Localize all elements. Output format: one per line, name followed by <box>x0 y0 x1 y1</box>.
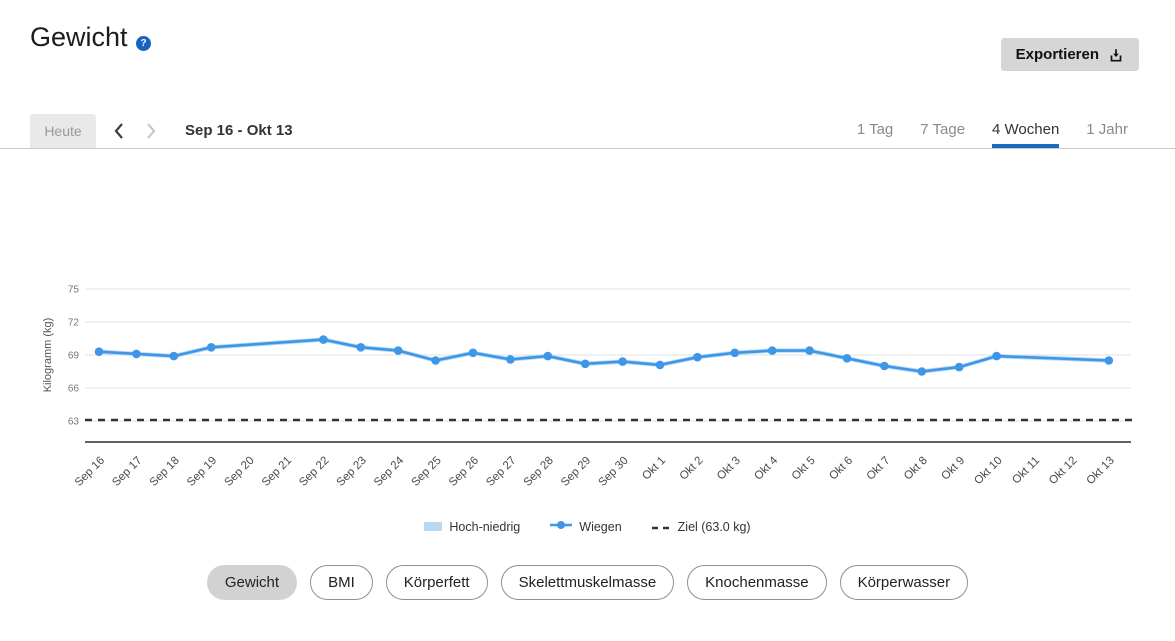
data-point[interactable] <box>954 362 964 372</box>
data-point[interactable] <box>917 367 927 376</box>
x-tick-label: Sep 19 <box>185 455 219 489</box>
x-tick-label: Sep 26 <box>447 455 481 489</box>
tab-1-jahr[interactable]: 1 Jahr <box>1086 113 1128 148</box>
pill-knochenmasse[interactable]: Knochenmasse <box>687 565 827 600</box>
x-tick-label: Okt 5 <box>790 455 818 483</box>
data-point[interactable] <box>767 346 777 355</box>
dashed-line-icon <box>651 520 671 534</box>
x-tick-label: Okt 4 <box>752 454 780 482</box>
data-point[interactable] <box>468 348 478 358</box>
date-range-label: Sep 16 - Okt 13 <box>185 122 293 139</box>
weight-chart-svg[interactable]: 63 66 69 72 75 Sep 16 Sep 17 Sep 18 Sep 19 Sep 20… <box>0 255 1175 505</box>
x-tick-label: Sep 25 <box>409 455 443 489</box>
data-point[interactable] <box>580 359 590 369</box>
next-period-button[interactable] <box>138 119 162 143</box>
x-tick-label: Okt 10 <box>972 455 1004 487</box>
y-tick-label: 66 <box>68 384 80 395</box>
x-tick-label: Okt 1 <box>640 455 668 483</box>
export-button-label: Exportieren <box>1015 46 1099 63</box>
x-tick-label: Sep 20 <box>222 455 256 489</box>
legend-label-ziel: Ziel (63.0 kg) <box>677 519 751 534</box>
tab-1-tag[interactable]: 1 Tag <box>857 113 893 148</box>
data-point[interactable] <box>693 352 702 362</box>
data-point[interactable] <box>506 355 515 364</box>
x-tick-label: Sep 27 <box>484 455 518 489</box>
data-point[interactable] <box>1104 356 1114 365</box>
x-tick-label: Okt 8 <box>902 455 930 483</box>
x-tick-label: Sep 29 <box>559 455 593 489</box>
x-tick-label: Okt 12 <box>1047 455 1079 487</box>
legend-label-high-low: Hoch-niedrig <box>449 519 521 534</box>
x-tick-label: Sep 28 <box>522 455 556 489</box>
page-title: Gewicht <box>30 22 128 52</box>
data-point[interactable] <box>842 354 852 363</box>
x-tick-label: Sep 16 <box>73 455 107 489</box>
x-tick-label: Okt 13 <box>1084 455 1116 487</box>
data-point[interactable] <box>805 346 814 355</box>
pill-koerperwasser[interactable]: Körperwasser <box>839 565 969 600</box>
data-point[interactable] <box>169 351 179 361</box>
x-tick-label: Okt 6 <box>827 455 855 483</box>
tab-7-tage[interactable]: 7 Tage <box>920 113 965 148</box>
line-dot-icon <box>550 519 573 534</box>
previous-period-button[interactable] <box>108 119 132 143</box>
legend-item-high-low: Hoch-niedrig <box>424 520 520 534</box>
x-tick-label: Sep 23 <box>335 455 369 489</box>
chevron-right-icon <box>138 123 162 146</box>
high-low-swatch-icon <box>424 522 443 531</box>
data-point[interactable] <box>319 335 328 344</box>
range-tabs: 1 Tag 7 Tage 4 Wochen 1 Jahr <box>857 113 1128 148</box>
x-tick-label: Sep 17 <box>110 455 144 489</box>
y-tick-label: 69 <box>68 351 80 362</box>
x-tick-label: Sep 30 <box>596 455 630 489</box>
x-tick-label: Sep 18 <box>148 455 182 489</box>
x-tick-label: Sep 22 <box>297 455 331 489</box>
y-tick-label: 72 <box>68 318 80 329</box>
chevron-left-icon <box>108 123 132 146</box>
data-point[interactable] <box>618 357 627 366</box>
data-point[interactable] <box>543 351 553 361</box>
data-point[interactable] <box>206 343 216 352</box>
legend-label-wiegen: Wiegen <box>579 519 622 534</box>
y-tick-label: 75 <box>68 285 80 296</box>
weight-line <box>98 338 1109 373</box>
download-icon <box>1108 47 1124 63</box>
legend-item-wiegen: Wiegen <box>550 519 622 534</box>
pill-skelettmuskelmasse[interactable]: Skelettmuskelmasse <box>500 565 675 600</box>
help-icon[interactable]: ? <box>136 36 151 51</box>
data-point[interactable] <box>992 351 1001 361</box>
pill-bmi[interactable]: BMI <box>310 565 373 600</box>
weight-chart[interactable]: 63 66 69 72 75 Sep 16 Sep 17 Sep 18 Sep 19 Sep 20… <box>0 255 1175 505</box>
x-tick-label: Okt 3 <box>715 455 743 483</box>
y-axis-title: Kilogramm (kg) <box>42 318 54 393</box>
data-point[interactable] <box>132 349 141 359</box>
data-point[interactable] <box>730 348 740 358</box>
x-tick-label: Okt 7 <box>865 455 893 483</box>
data-point[interactable] <box>94 347 104 356</box>
chart-legend: Hoch-niedrig Wiegen Ziel (63.0 kg) <box>0 519 1175 534</box>
metric-selector: Gewicht BMI Körperfett Skelettmuskelmass… <box>0 565 1175 600</box>
x-tick-label: Sep 21 <box>260 455 294 489</box>
y-tick-label: 63 <box>68 417 80 428</box>
today-button[interactable]: Heute <box>30 114 96 148</box>
pill-koerperfett[interactable]: Körperfett <box>385 565 488 600</box>
data-point[interactable] <box>356 343 366 352</box>
x-tick-label: Sep 24 <box>372 454 407 489</box>
x-tick-label: Okt 11 <box>1010 455 1042 487</box>
date-toolbar: Heute Sep 16 - Okt 13 1 Tag 7 Tage 4 Woc… <box>0 114 1175 149</box>
x-tick-label: Okt 2 <box>678 455 706 483</box>
tab-4-wochen[interactable]: 4 Wochen <box>992 113 1060 148</box>
data-point[interactable] <box>431 356 440 365</box>
export-button[interactable]: Exportieren <box>1000 38 1139 71</box>
legend-item-ziel: Ziel (63.0 kg) <box>651 519 751 534</box>
x-tick-label: Okt 9 <box>939 455 967 483</box>
data-point[interactable] <box>393 346 403 355</box>
data-point[interactable] <box>655 360 665 370</box>
data-point[interactable] <box>880 361 889 371</box>
pill-gewicht[interactable]: Gewicht <box>206 565 298 600</box>
